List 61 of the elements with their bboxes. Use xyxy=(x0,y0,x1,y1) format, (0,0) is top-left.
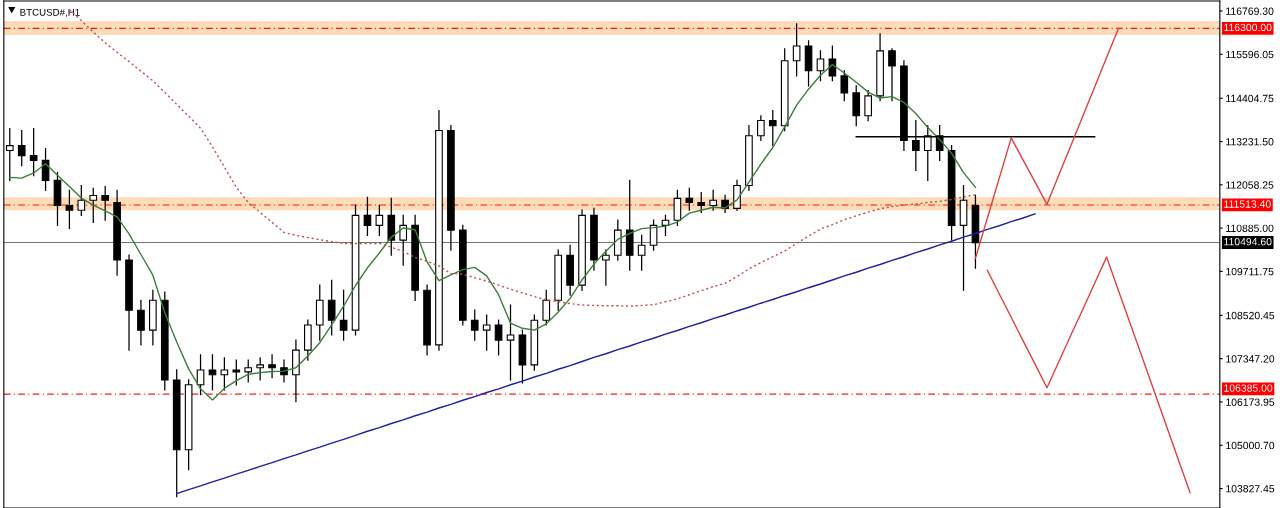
candlestick xyxy=(77,184,86,217)
candlestick xyxy=(363,196,372,236)
candlestick xyxy=(816,50,825,82)
candlestick xyxy=(637,234,646,271)
candlestick xyxy=(768,109,777,147)
candlestick xyxy=(232,359,241,386)
y-tick-label: 113231.50 xyxy=(1226,138,1274,146)
candlestick xyxy=(888,48,896,102)
candlestick xyxy=(470,309,479,341)
ref-line-label: 116300.00 xyxy=(1224,23,1272,32)
candlestick xyxy=(137,299,145,346)
candlestick xyxy=(757,115,765,142)
candlestick xyxy=(840,70,849,102)
y-tick-label: 112058.25 xyxy=(1226,181,1274,189)
candlestick xyxy=(494,319,503,356)
text: BTCUSD#,H1 xyxy=(20,8,80,17)
candlestick xyxy=(17,129,26,167)
candlestick xyxy=(220,357,229,391)
y-tick-label: 114404.75 xyxy=(1226,94,1274,103)
y-tick-label: 108520.45 xyxy=(1226,311,1275,320)
line-series xyxy=(176,213,1036,495)
candlestick xyxy=(709,189,718,211)
y-tick-label: 116769.30 xyxy=(1226,7,1274,15)
candlestick xyxy=(5,128,14,181)
candlestick xyxy=(196,354,205,396)
y-tick-label: 105000.70 xyxy=(1226,441,1275,450)
candlestick xyxy=(733,179,741,211)
candlestick xyxy=(792,23,801,77)
candlestick xyxy=(101,185,110,221)
candlestick xyxy=(244,359,253,383)
ref-line-label: 110494.60 xyxy=(1224,237,1272,246)
candlestick xyxy=(65,189,74,229)
y-tick-label: 115596.05 xyxy=(1226,50,1274,59)
candlestick xyxy=(828,45,837,82)
candlestick xyxy=(89,187,98,224)
candlestick xyxy=(685,187,694,211)
candlestick xyxy=(697,191,706,214)
candlestick xyxy=(327,279,336,336)
candlestick xyxy=(268,354,276,379)
ref-line-label: 106385.00 xyxy=(1224,384,1273,392)
ref-line-label: 111513.40 xyxy=(1224,200,1271,208)
candlestick xyxy=(673,189,682,226)
candlestick xyxy=(482,314,491,351)
candlestick xyxy=(542,289,551,326)
candlestick xyxy=(29,128,38,177)
line-series xyxy=(986,256,1191,494)
candlestick xyxy=(256,357,264,381)
candlestick xyxy=(399,214,408,266)
y-tick-label: 109711.75 xyxy=(1226,267,1274,276)
candlestick xyxy=(602,249,610,286)
y-tick-label: 107347.20 xyxy=(1226,355,1275,363)
line-series xyxy=(974,27,1120,259)
candlestick xyxy=(208,354,217,391)
y-tick-label: 103827.45 xyxy=(1226,485,1275,493)
y-tick-label: 110885.00 xyxy=(1226,224,1274,232)
candlestick xyxy=(375,204,384,236)
y-tick-label: 106173.95 xyxy=(1226,398,1275,406)
candlestick xyxy=(506,304,515,381)
candlestick xyxy=(864,90,872,122)
candlestick xyxy=(339,289,348,341)
candlestick xyxy=(852,85,861,127)
